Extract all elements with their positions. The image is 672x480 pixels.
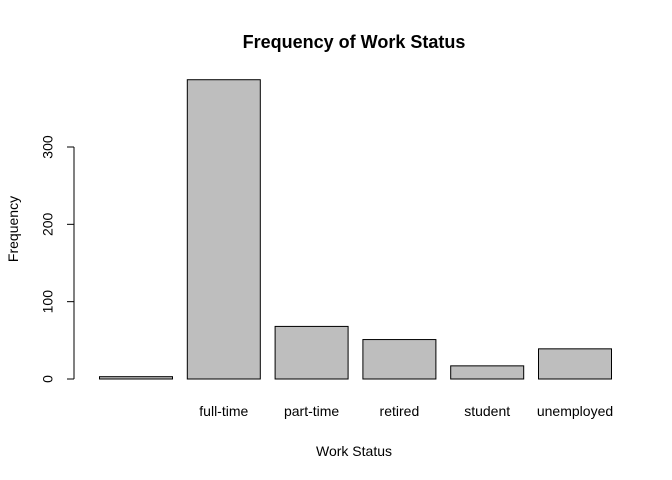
y-tick-label: 300	[40, 135, 56, 159]
x-tick-label: student	[464, 403, 510, 419]
bar	[538, 348, 612, 380]
chart-title: Frequency of Work Status	[243, 32, 466, 52]
bar	[362, 339, 437, 380]
y-tick-label: 200	[40, 212, 56, 236]
y-axis: 0 100 200 300	[40, 135, 75, 383]
bar	[274, 325, 349, 380]
x-category-labels: full-time part-time retired student unemploy…	[199, 403, 613, 419]
x-tick-label: unemployed	[537, 403, 613, 419]
y-tick-label: 100	[40, 290, 56, 314]
bar	[450, 365, 525, 380]
bar	[99, 376, 173, 380]
y-axis-label: Frequency	[5, 196, 21, 262]
x-tick-label: retired	[380, 403, 420, 419]
x-tick-label: full-time	[199, 403, 248, 419]
bar	[186, 79, 261, 380]
x-tick-label: part-time	[284, 403, 339, 419]
y-tick-label: 0	[40, 375, 56, 383]
x-axis-label: Work Status	[316, 443, 392, 459]
bars-group	[99, 79, 612, 380]
